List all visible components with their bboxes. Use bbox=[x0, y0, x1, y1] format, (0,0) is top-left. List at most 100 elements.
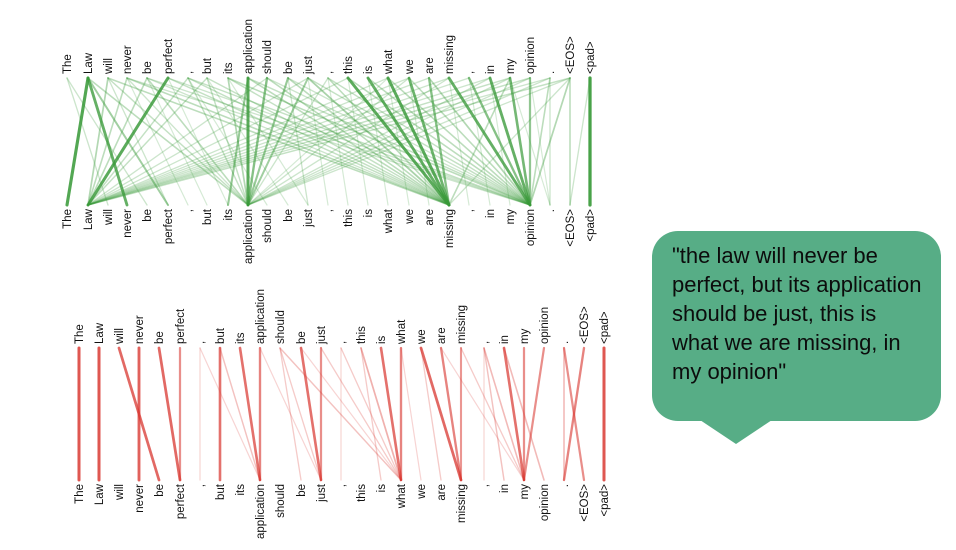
bottom-attention-edge-10 bbox=[279, 347, 302, 481]
top-attention-edge-88 bbox=[66, 77, 109, 206]
top-attention-edge-47 bbox=[367, 77, 531, 206]
top-attention-edge-94 bbox=[187, 77, 268, 206]
top-attention-edge-98 bbox=[307, 77, 329, 206]
top-attention-edge-5 bbox=[87, 77, 128, 206]
top-source-token-6: , bbox=[183, 71, 195, 74]
top-attention-edge-92 bbox=[146, 77, 208, 206]
bottom-target-token-10: should bbox=[275, 484, 287, 518]
top-source-token-9: application bbox=[243, 19, 255, 74]
bottom-target-token-16: what bbox=[396, 483, 408, 509]
top-target-token-9: application bbox=[243, 209, 255, 264]
top-attention-edge-46 bbox=[387, 77, 531, 206]
top-attention-edge-77 bbox=[247, 77, 551, 206]
top-target-token-25: <EOS> bbox=[565, 209, 577, 247]
bottom-target-token-18: are bbox=[436, 484, 448, 501]
top-target-token-12: just bbox=[303, 208, 315, 228]
bottom-target-token-2: will bbox=[114, 484, 126, 501]
top-attention-edge-97 bbox=[287, 77, 309, 206]
bubble-quote-text: "the law will never be perfect, but its … bbox=[672, 243, 922, 384]
bottom-attention-edge-14 bbox=[279, 347, 402, 481]
top-attention-edge-74 bbox=[87, 77, 309, 206]
bottom-source-token-25: <EOS> bbox=[579, 306, 591, 344]
top-source-token-11: be bbox=[283, 61, 295, 74]
bottom-attention-edge-20 bbox=[419, 346, 463, 482]
bottom-token-labels: The Law will never be perfect, but its applicati… bbox=[74, 289, 611, 539]
bottom-source-token-18: are bbox=[436, 327, 448, 344]
top-target-token-1: Law bbox=[83, 208, 95, 230]
top-attention-edge-3 bbox=[87, 77, 169, 206]
bottom-target-token-8: its bbox=[235, 484, 247, 496]
top-attention-edge-26 bbox=[427, 76, 451, 207]
top-attention-edge-49 bbox=[327, 77, 531, 206]
bottom-attention-edge-21 bbox=[439, 346, 463, 482]
top-attention-edge-37 bbox=[126, 77, 450, 206]
top-attention-edge-19 bbox=[87, 77, 249, 206]
bottom-source-token-23: opinion bbox=[539, 307, 551, 344]
bottom-attention-edge-9 bbox=[219, 347, 261, 481]
top-attention-edge-31 bbox=[247, 77, 450, 206]
top-target-token-13: , bbox=[323, 209, 335, 212]
top-source-token-20: , bbox=[464, 71, 476, 74]
bottom-target-token-21: in bbox=[499, 484, 511, 493]
top-target-token-2: will bbox=[103, 209, 115, 226]
top-target-token-8: its bbox=[223, 209, 235, 221]
top-attention-edge-11 bbox=[246, 76, 269, 207]
top-source-token-4: be bbox=[142, 61, 154, 74]
top-target-token-15: is bbox=[363, 209, 375, 218]
bottom-source-token-24: . bbox=[559, 341, 571, 344]
top-attention-edge-0 bbox=[65, 76, 90, 207]
top-attention-edge-54 bbox=[227, 77, 531, 206]
bottom-attention-edge-41 bbox=[440, 347, 525, 481]
bottom-target-token-15: is bbox=[376, 484, 388, 493]
bottom-target-token-7: but bbox=[215, 483, 227, 500]
top-source-token-23: opinion bbox=[525, 37, 537, 74]
bottom-attention-edges bbox=[77, 346, 606, 482]
bottom-source-token-3: never bbox=[134, 315, 146, 344]
top-attention-edge-62 bbox=[448, 77, 571, 206]
top-attention-edge-14 bbox=[146, 77, 249, 206]
bottom-target-token-26: <pad> bbox=[599, 484, 611, 517]
bottom-target-token-25: <EOS> bbox=[579, 484, 591, 522]
bottom-attention-edge-4 bbox=[157, 346, 182, 482]
top-attention-edge-108 bbox=[529, 77, 551, 206]
top-attention-edge-32 bbox=[227, 77, 450, 206]
top-target-token-19: missing bbox=[444, 209, 456, 248]
top-target-token-21: in bbox=[485, 209, 497, 218]
top-attention-edge-61 bbox=[448, 77, 511, 206]
top-source-token-18: are bbox=[424, 57, 436, 74]
bottom-target-token-14: this bbox=[356, 484, 368, 502]
top-attention-edge-65 bbox=[87, 77, 531, 206]
bottom-attention-edge-30 bbox=[460, 347, 525, 481]
bottom-attention-edge-23 bbox=[420, 347, 442, 481]
top-attention-edge-23 bbox=[366, 76, 451, 207]
top-source-token-13: , bbox=[323, 71, 335, 74]
top-attention-edge-22 bbox=[346, 76, 451, 207]
top-attention-edge-81 bbox=[247, 77, 450, 206]
bottom-attention-edge-24 bbox=[502, 346, 526, 482]
top-attention-edge-25 bbox=[407, 76, 451, 207]
top-attention-edge-48 bbox=[347, 77, 531, 206]
top-attention-edge-83 bbox=[247, 77, 389, 206]
top-attention-edge-36 bbox=[146, 77, 450, 206]
bottom-source-token-19: missing bbox=[456, 305, 468, 344]
top-attention-edges bbox=[65, 76, 592, 207]
bottom-target-token-6: , bbox=[195, 484, 207, 487]
top-attention-edge-1 bbox=[86, 76, 170, 207]
top-attention-edge-105 bbox=[468, 77, 491, 206]
top-attention-edge-101 bbox=[367, 77, 389, 206]
top-attention-edge-16 bbox=[206, 77, 249, 206]
bottom-target-token-23: opinion bbox=[539, 484, 551, 521]
bottom-source-token-1: Law bbox=[94, 322, 106, 344]
top-target-token-16: what bbox=[383, 208, 395, 234]
top-target-token-3: never bbox=[122, 209, 134, 238]
top-attention-edge-45 bbox=[408, 77, 531, 206]
top-attention-edge-89 bbox=[66, 77, 148, 206]
bottom-target-token-17: we bbox=[416, 484, 428, 500]
top-attention-edge-58 bbox=[126, 77, 531, 206]
top-target-token-20: , bbox=[464, 209, 476, 212]
top-attention-edge-39 bbox=[447, 76, 532, 207]
top-attention-edge-87 bbox=[569, 77, 591, 206]
bottom-attention-edge-29 bbox=[503, 347, 545, 481]
top-attention-edge-27 bbox=[307, 77, 450, 206]
top-target-token-23: opinion bbox=[525, 209, 537, 246]
